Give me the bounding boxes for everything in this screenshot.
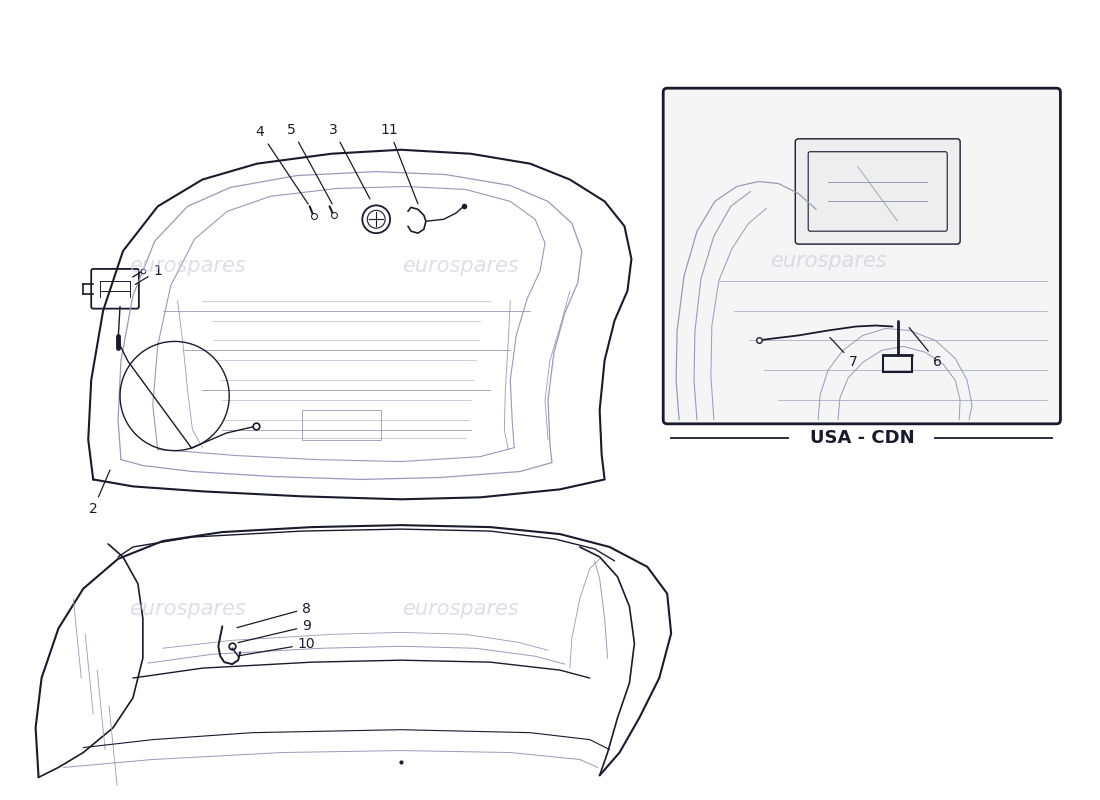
Text: eurospares: eurospares [770, 251, 887, 271]
FancyBboxPatch shape [663, 88, 1060, 424]
Text: 4: 4 [255, 125, 308, 204]
Text: 9: 9 [238, 619, 311, 642]
FancyBboxPatch shape [795, 139, 960, 244]
Text: 1: 1 [135, 264, 162, 284]
Text: 10: 10 [239, 638, 316, 656]
Text: 6: 6 [910, 328, 942, 370]
Text: eurospares: eurospares [403, 598, 519, 618]
Text: 11: 11 [381, 123, 418, 204]
Text: eurospares: eurospares [129, 256, 246, 276]
Text: 5: 5 [287, 123, 332, 204]
Text: 2: 2 [89, 470, 110, 516]
Text: USA - CDN: USA - CDN [810, 429, 914, 446]
Text: eurospares: eurospares [129, 598, 246, 618]
Text: 8: 8 [236, 602, 311, 628]
Text: 3: 3 [329, 123, 370, 199]
Bar [301, 410, 382, 440]
Text: eurospares: eurospares [403, 256, 519, 276]
Text: 7: 7 [829, 338, 857, 370]
